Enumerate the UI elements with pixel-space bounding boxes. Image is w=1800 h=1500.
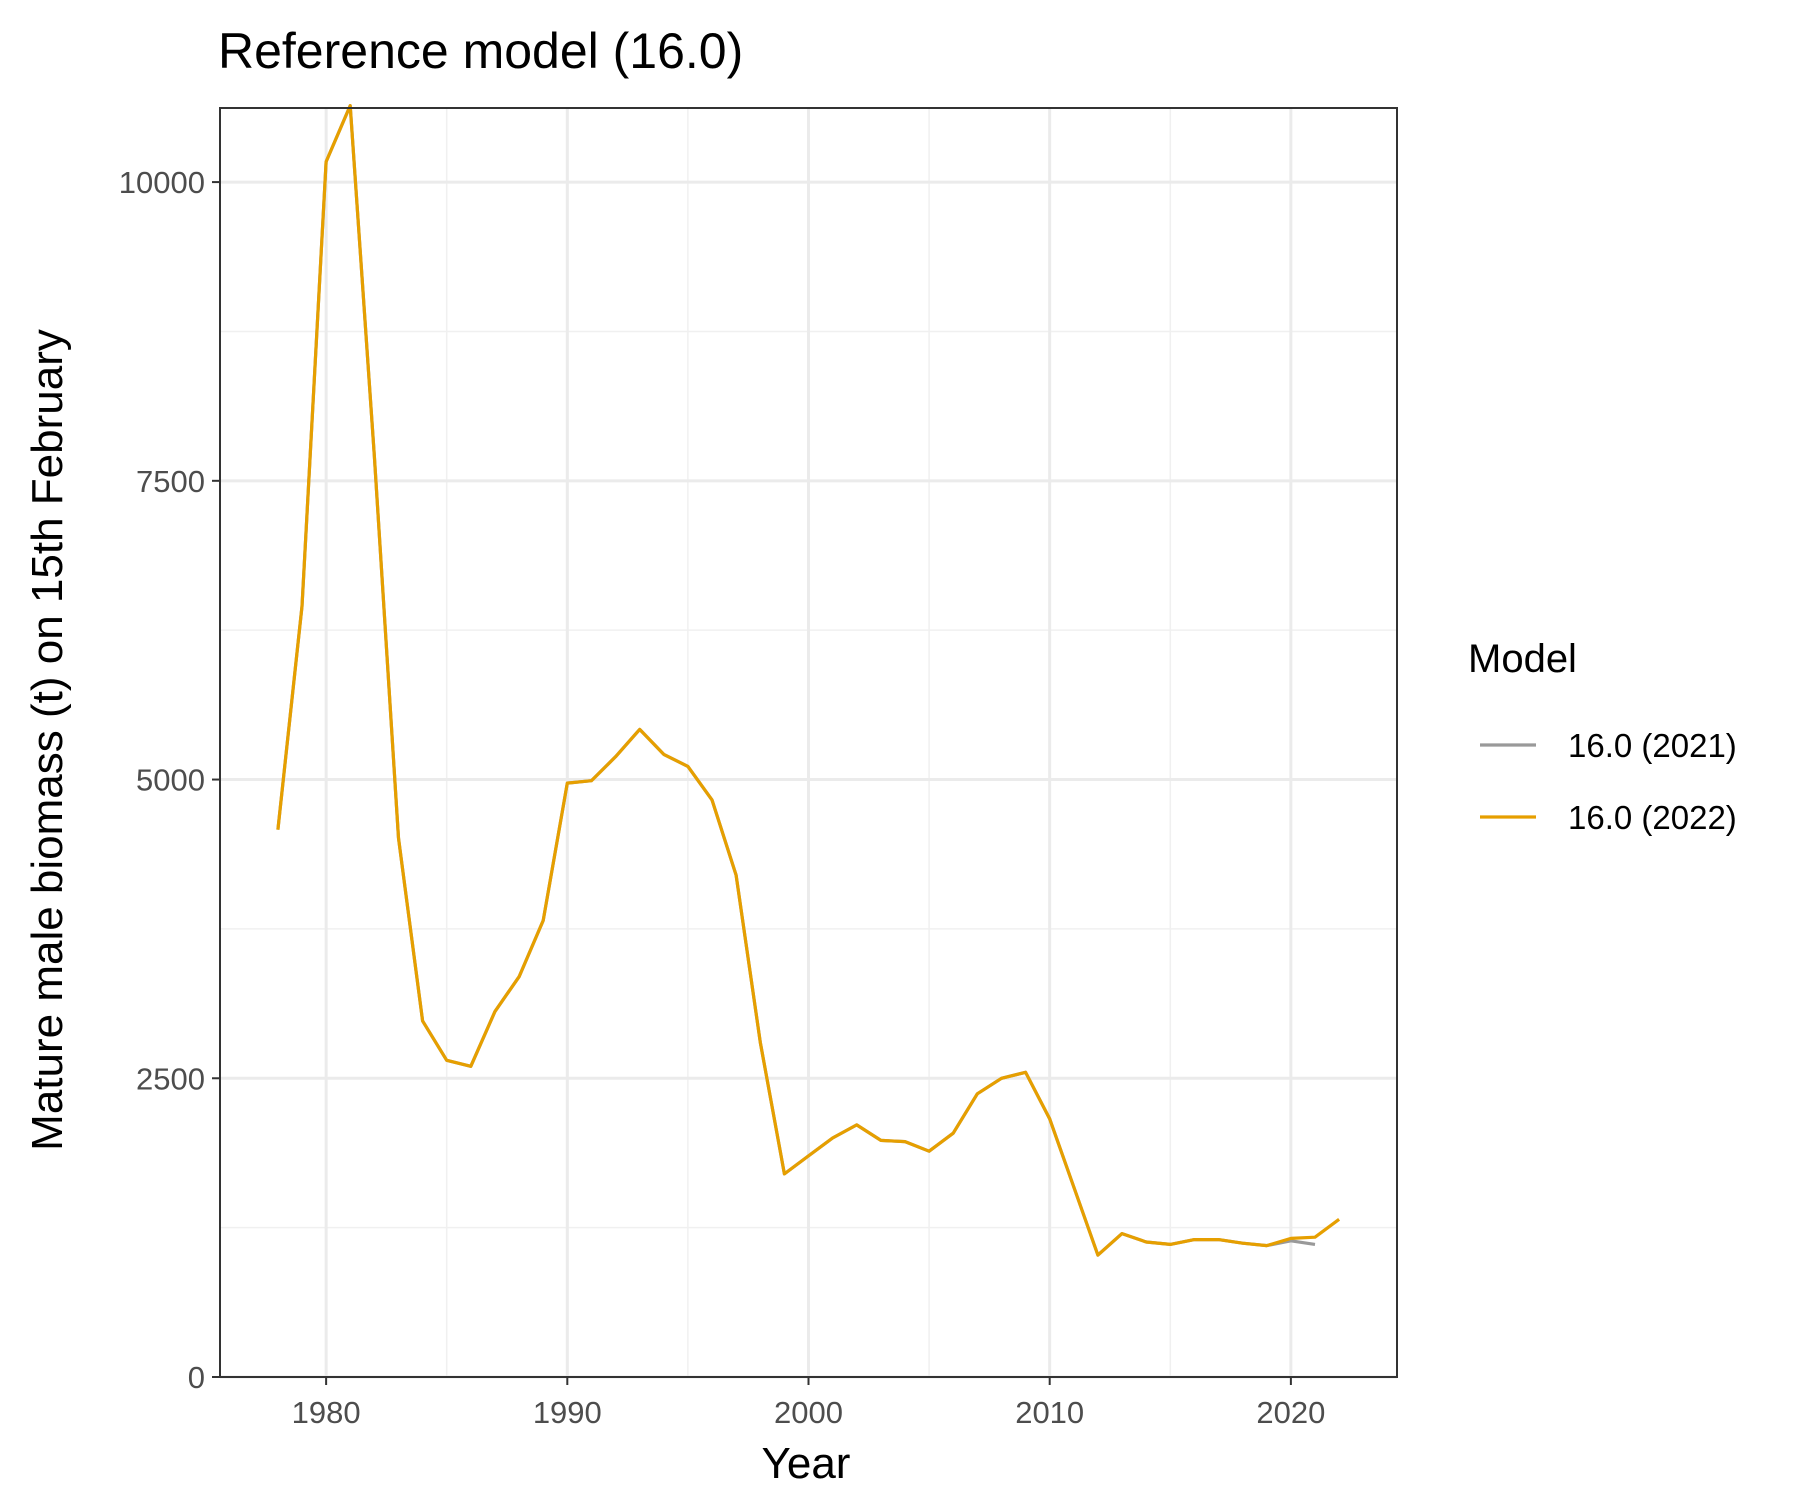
series-layer (276, 103, 1341, 1257)
x-tick-label: 2000 (774, 1395, 843, 1430)
x-tick-label: 1980 (292, 1395, 361, 1430)
y-tick-label: 0 (188, 1360, 205, 1395)
legend-label-2: 16.0 (2022) (1568, 799, 1737, 836)
legend-label-1: 16.0 (2021) (1568, 727, 1737, 764)
y-tick-label: 5000 (136, 763, 205, 798)
y-axis: 0 2500 5000 7500 10000 (119, 165, 220, 1395)
chart-title: Reference model (16.0) (218, 23, 743, 79)
y-axis-title: Mature male biomass (t) on 15th February (23, 329, 72, 1151)
x-tick-label: 1990 (533, 1395, 602, 1430)
x-tick-label: 2020 (1256, 1395, 1325, 1430)
x-tick-label: 2010 (1015, 1395, 1084, 1430)
y-tick-label: 2500 (136, 1061, 205, 1096)
legend: Model 16.0 (2021) 16.0 (2022) (1468, 637, 1737, 836)
legend-title: Model (1468, 637, 1577, 681)
x-axis: 1980 1990 2000 2010 2020 (292, 1377, 1325, 1430)
x-axis-title: Year (762, 1439, 851, 1488)
series-line-2 (276, 103, 1341, 1257)
y-tick-label: 10000 (119, 165, 205, 200)
y-tick-label: 7500 (136, 464, 205, 499)
